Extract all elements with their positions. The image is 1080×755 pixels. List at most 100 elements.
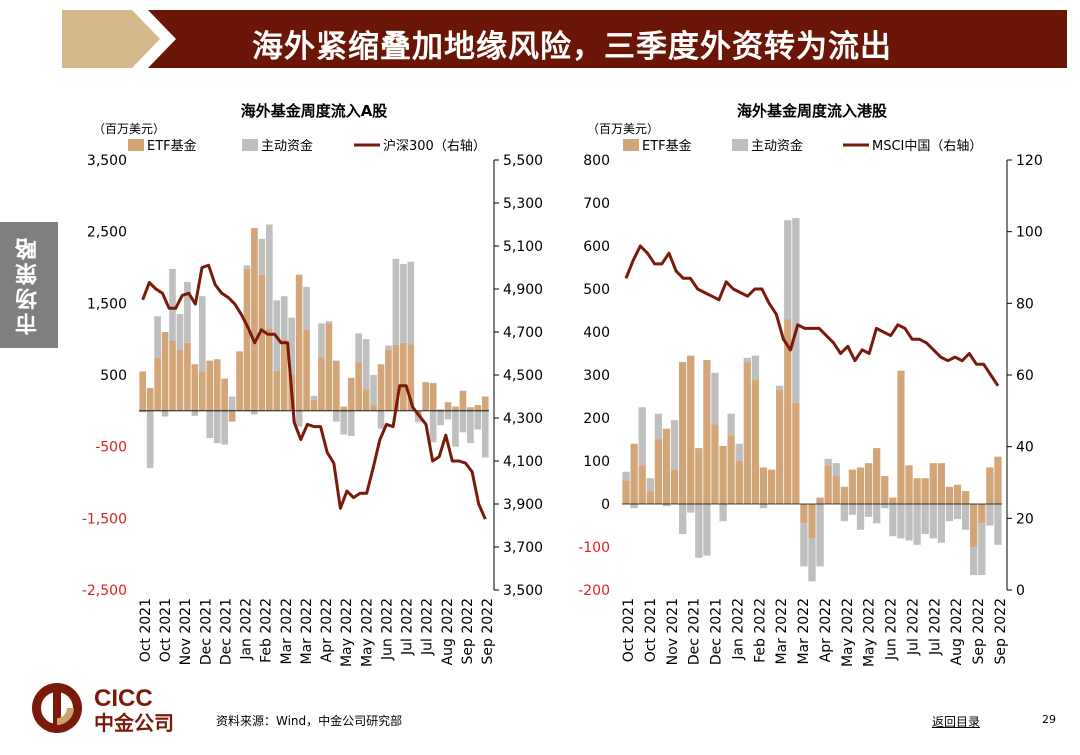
active-bar	[377, 410, 385, 429]
y2-tick-label: 0	[1016, 583, 1025, 599]
etf-bar	[792, 402, 800, 504]
active-bar	[654, 413, 663, 440]
active-bar	[953, 504, 962, 520]
active-bar	[646, 478, 654, 492]
etf-bar	[310, 400, 318, 411]
active-bar	[392, 258, 400, 345]
y-tick-label: -200	[578, 583, 610, 599]
etf-bar	[638, 465, 646, 504]
active-bar	[832, 463, 840, 477]
y2-tick-label: 100	[1016, 225, 1043, 241]
x-tick-label: Sep 2022	[993, 598, 1009, 664]
etf-bar	[654, 439, 663, 504]
active-bar	[385, 345, 392, 350]
page-number: 29	[1042, 713, 1056, 726]
active-bar	[303, 286, 310, 330]
active-bar	[154, 316, 161, 358]
logo-bar	[53, 690, 61, 726]
etf-bar	[198, 371, 206, 411]
y-tick-label: 800	[583, 153, 610, 169]
etf-bar	[355, 362, 363, 411]
active-bar	[414, 416, 422, 423]
etf-bar	[986, 467, 994, 504]
legend-active-label: 主动资金	[261, 138, 313, 154]
active-bar	[161, 410, 169, 417]
active-bar	[444, 410, 452, 420]
active-bar	[169, 268, 176, 341]
active-bar	[751, 355, 760, 380]
chart-a-shares-svg: 海外基金周度流入A股 （百万美元） ETF基金 主动资金 沪深300（右轴） 3,500 2…	[82, 102, 543, 667]
x-tick-label: Jun 2022	[884, 598, 900, 661]
x-tick-label: Oct 2021	[138, 598, 154, 662]
etf-bar	[228, 410, 236, 422]
etf-bar	[670, 469, 679, 504]
etf-bar	[169, 340, 176, 411]
etf-bar	[370, 405, 377, 411]
etf-bar	[646, 491, 654, 504]
y-tick-label: 100	[583, 454, 610, 470]
etf-bar	[362, 389, 370, 411]
title-banner: 海外紧缩叠加地缘风险，三季度外资转为流出	[62, 10, 1067, 68]
active-bar	[970, 547, 978, 575]
etf-bar	[481, 396, 489, 411]
y2-tick-label: 4,900	[503, 282, 543, 298]
active-bar	[784, 220, 792, 320]
active-bar	[856, 504, 865, 530]
page-title: 海外紧缩叠加地缘风险，三季度外资转为流出	[252, 29, 892, 65]
etf-bar	[767, 469, 776, 504]
y2-tick-label: 4,700	[503, 325, 543, 341]
etf-bar	[340, 406, 348, 411]
active-bar	[355, 333, 363, 363]
etf-bar	[243, 268, 251, 411]
active-bar	[146, 410, 154, 469]
active-bar	[362, 339, 370, 390]
active-bar	[735, 443, 743, 461]
active-bar	[206, 410, 214, 439]
active-bar	[703, 504, 711, 556]
active-bar	[986, 504, 994, 526]
etf-bar	[251, 228, 258, 411]
back-to-contents-link[interactable]: 返回目录	[932, 715, 981, 729]
active-bar	[711, 372, 719, 425]
y2-tick-label: 4,100	[503, 454, 543, 470]
active-bar	[638, 407, 646, 466]
etf-bar	[994, 456, 1002, 504]
y2-tick-label: 3,500	[503, 583, 543, 599]
active-bar	[176, 314, 184, 350]
y-tick-label: 500	[583, 282, 610, 298]
etf-bar	[400, 342, 407, 411]
logo-gold-arc	[57, 708, 74, 725]
chart-hk-shares: 海外基金周度流入港股 （百万美元） ETF基金 主动资金 MSCI中国（右轴） 800 70…	[547, 92, 1077, 682]
active-bar	[881, 504, 889, 509]
y2-tick-label: 60	[1016, 368, 1034, 384]
etf-bar	[154, 357, 161, 411]
x-tick-label: May 2022	[840, 598, 856, 667]
chart-title: 海外基金周度流入A股	[241, 102, 389, 120]
active-bar	[221, 410, 228, 445]
etf-bar	[444, 402, 452, 411]
active-bar	[687, 504, 695, 513]
active-bar	[864, 504, 873, 517]
x-tick-label: Mar 2022	[279, 598, 295, 665]
active-bar	[243, 265, 251, 269]
x-tick-label: Mar 2022	[299, 598, 315, 665]
x-tick-label: Oct 2021	[158, 598, 174, 662]
active-bar	[258, 238, 266, 275]
y2-tick-label: 5,500	[503, 153, 543, 169]
etf-bar	[474, 405, 482, 411]
x-tick-label: Sep 2022	[480, 598, 496, 664]
etf-bar	[422, 382, 430, 411]
etf-bar	[206, 360, 214, 411]
etf-bar	[280, 339, 288, 411]
etf-bar	[816, 497, 824, 504]
active-bar	[873, 504, 881, 524]
chart-title: 海外基金周度流入港股	[737, 102, 888, 120]
etf-bar	[848, 469, 857, 504]
active-bar	[913, 504, 921, 545]
active-bar	[400, 263, 407, 343]
y2-tick-label: 5,100	[503, 239, 543, 255]
y-tick-label: 600	[583, 239, 610, 255]
etf-bar	[407, 344, 415, 411]
logo-en: CICC	[94, 685, 153, 712]
active-bar	[452, 410, 459, 447]
